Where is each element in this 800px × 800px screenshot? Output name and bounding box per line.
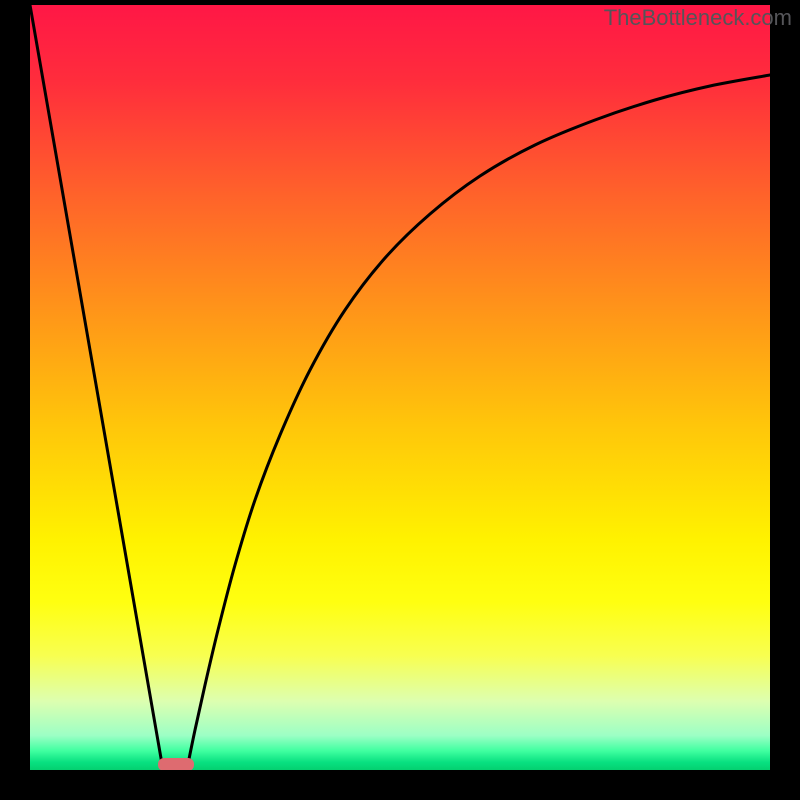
curve-svg bbox=[30, 5, 770, 770]
plot-area bbox=[30, 5, 770, 770]
chart-container: TheBottleneck.com bbox=[0, 0, 800, 800]
watermark-text: TheBottleneck.com bbox=[604, 5, 792, 31]
optimal-point-marker bbox=[158, 758, 194, 770]
